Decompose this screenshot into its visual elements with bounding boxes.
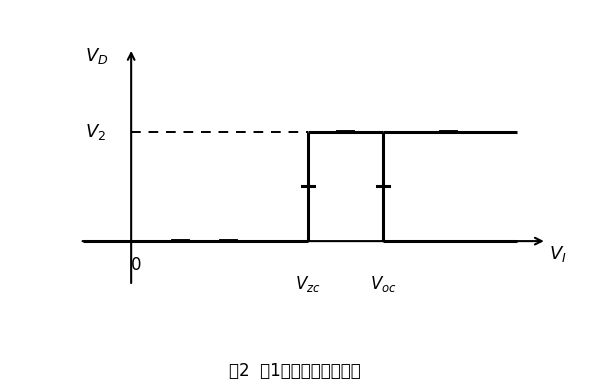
Text: $V_{oc}$: $V_{oc}$	[370, 274, 396, 294]
Text: $V_D$: $V_D$	[85, 47, 108, 66]
Text: $0$: $0$	[131, 256, 142, 274]
Text: $V_{zc}$: $V_{zc}$	[294, 274, 320, 294]
Text: $V_2$: $V_2$	[85, 122, 106, 142]
Text: $V_I$: $V_I$	[549, 244, 567, 264]
Text: 图2  图1电路回差特性曲线: 图2 图1电路回差特性曲线	[229, 362, 360, 380]
